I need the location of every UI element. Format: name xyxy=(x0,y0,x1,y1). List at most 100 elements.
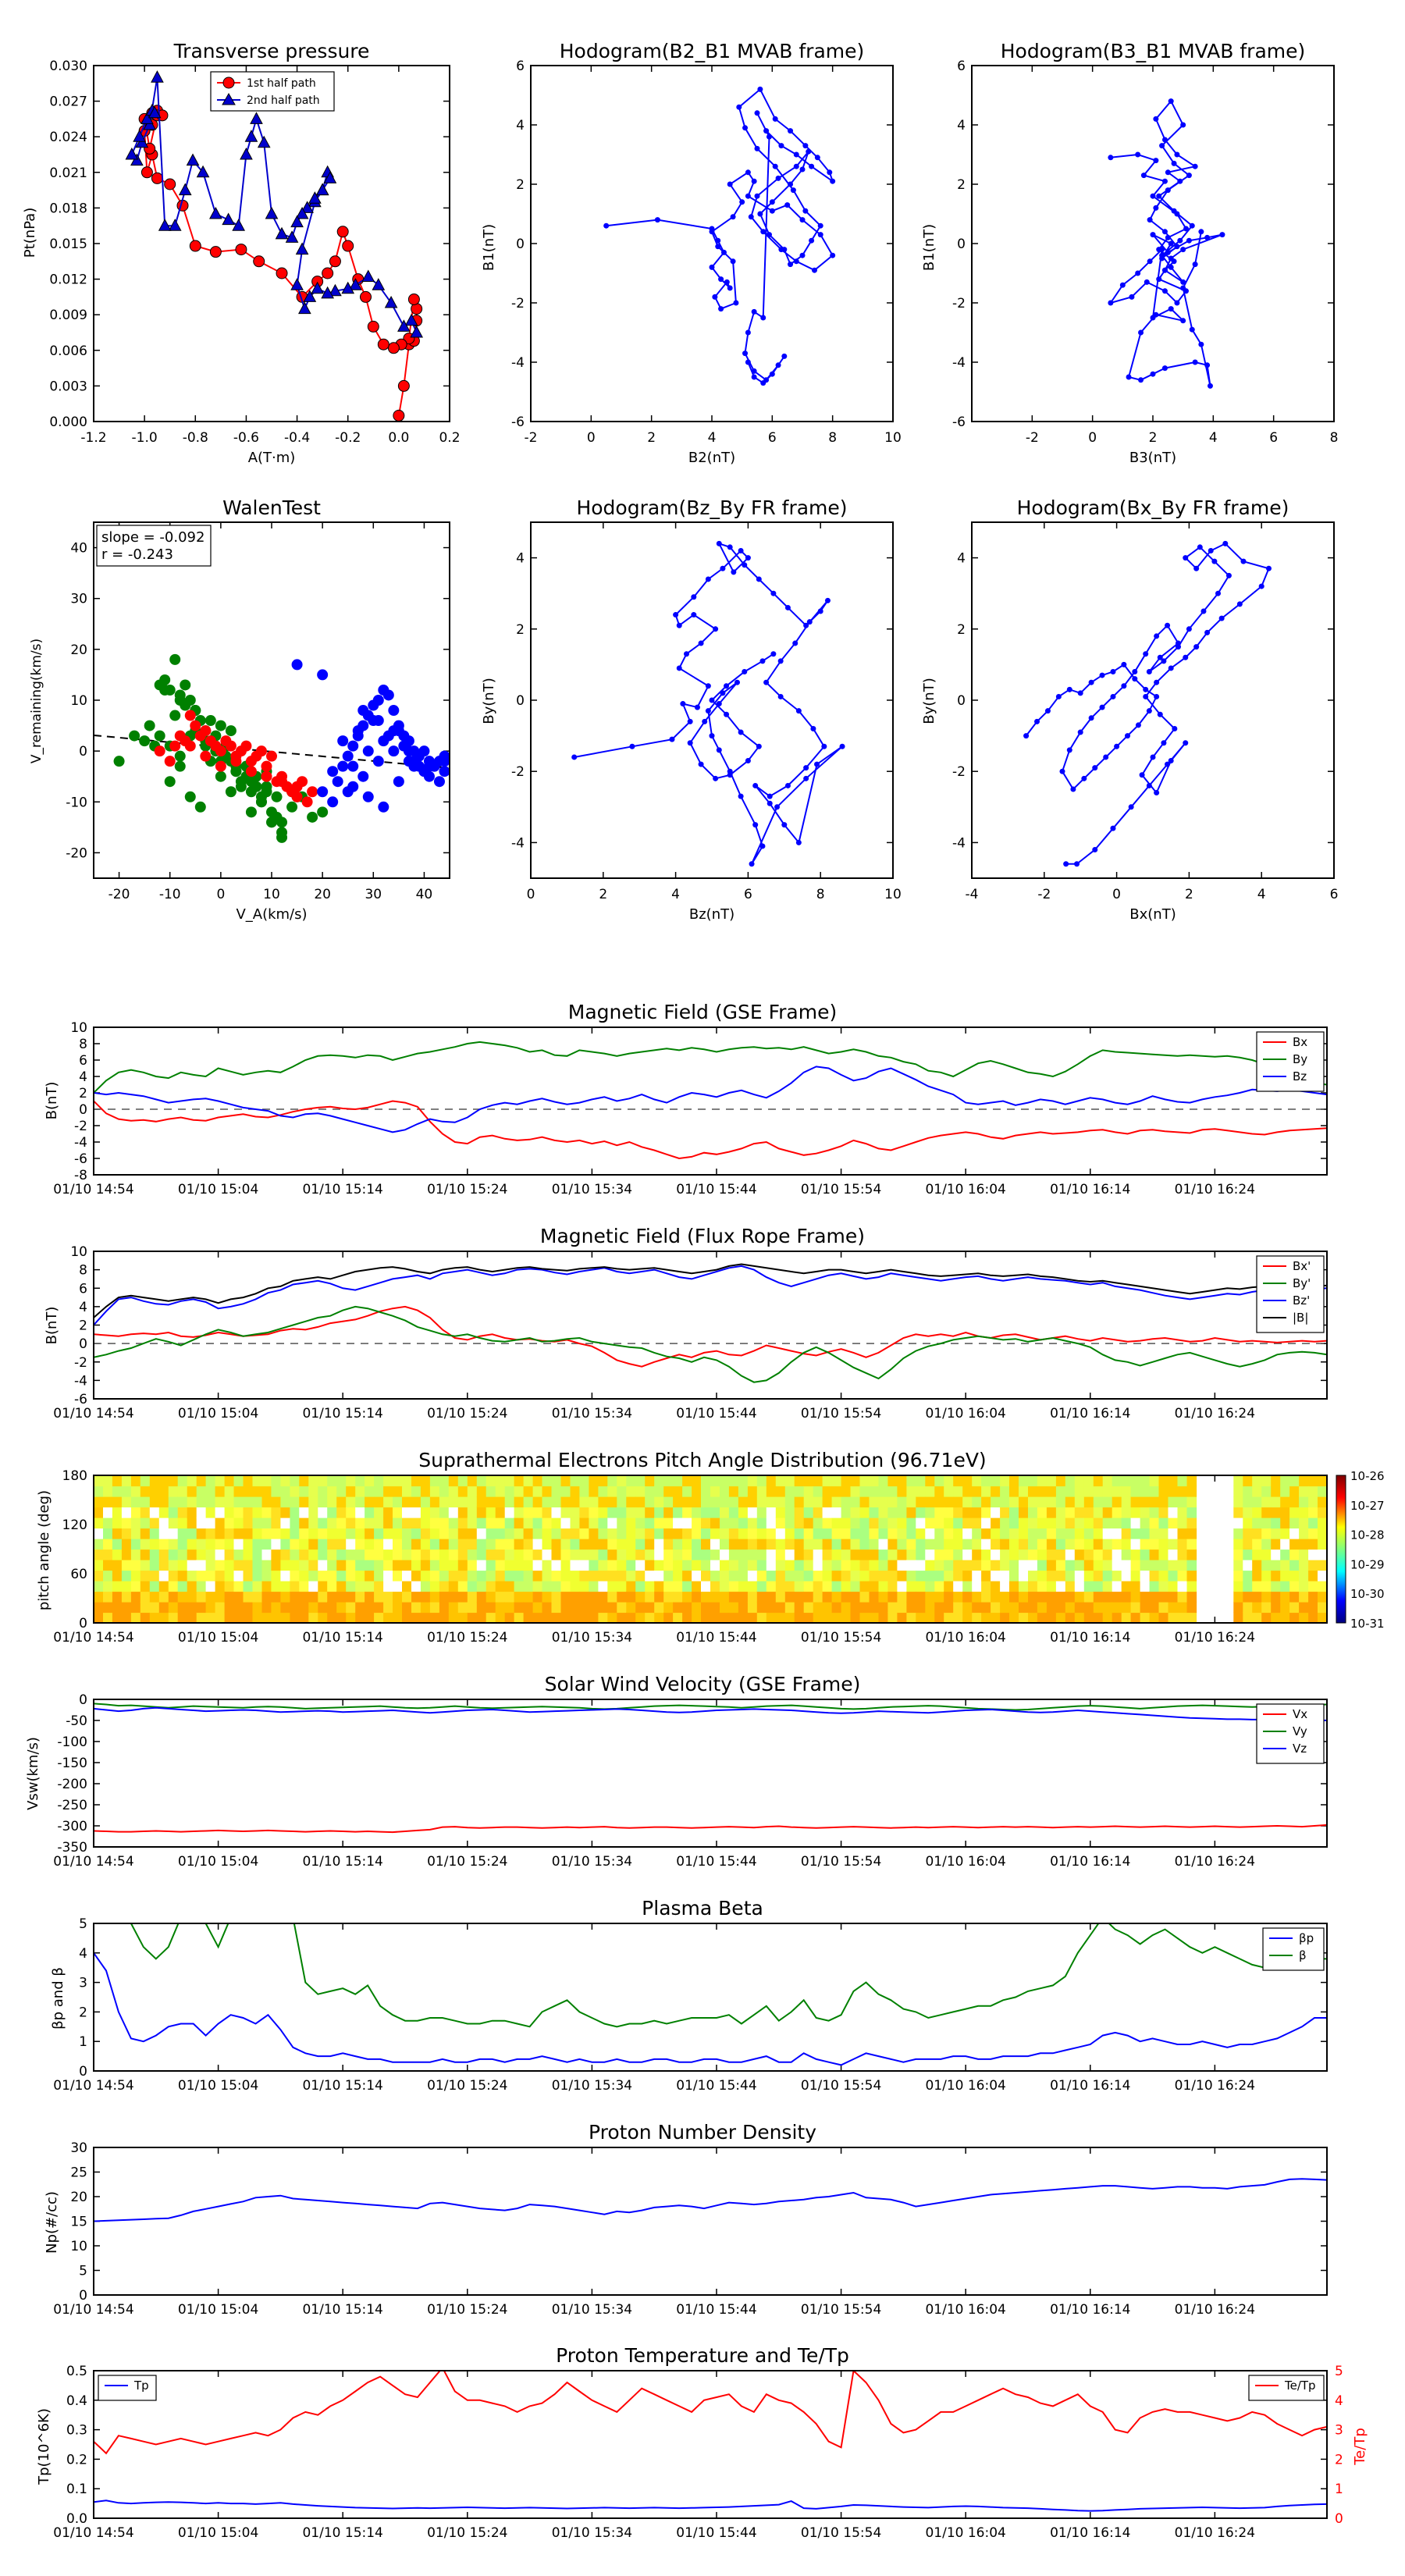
heatmap-cell xyxy=(775,1560,786,1571)
heatmap-cell xyxy=(420,1496,431,1508)
heatmap-cell xyxy=(1140,1517,1151,1529)
heatmap-cell xyxy=(1271,1549,1281,1560)
heatmap-cell xyxy=(869,1591,880,1603)
heatmap-cell xyxy=(897,1475,907,1487)
heatmap-cell xyxy=(457,1507,468,1518)
heatmap-cell xyxy=(813,1570,823,1582)
y-tick-label: 0 xyxy=(79,2064,87,2080)
heatmap-cell xyxy=(756,1517,767,1529)
data-point xyxy=(784,604,791,610)
heatmap-cell xyxy=(869,1612,880,1624)
heatmap-cell xyxy=(560,1612,571,1624)
heatmap-cell xyxy=(598,1591,608,1603)
heatmap-cell xyxy=(149,1612,160,1624)
heatmap-cell xyxy=(336,1507,347,1518)
heatmap-cell xyxy=(887,1602,898,1614)
heatmap-cell xyxy=(1233,1485,1243,1497)
heatmap-cell xyxy=(393,1539,403,1550)
scatter-point xyxy=(154,745,165,757)
heatmap-cell xyxy=(355,1581,365,1592)
heatmap-cell xyxy=(308,1549,318,1560)
heatmap-cell xyxy=(654,1549,664,1560)
y-tick-label: 0.024 xyxy=(49,130,87,145)
heatmap-cell xyxy=(243,1581,254,1592)
heatmap-cell xyxy=(318,1612,328,1624)
y-tick-label: 8 xyxy=(79,1263,87,1279)
data-point xyxy=(751,374,757,380)
heatmap-cell xyxy=(813,1475,823,1487)
y-tick-label: 2 xyxy=(79,1318,87,1334)
heatmap-cell xyxy=(934,1570,944,1582)
data-point xyxy=(1099,672,1105,678)
x-tick-label: 10 xyxy=(263,887,280,902)
data-point xyxy=(1192,163,1198,169)
heatmap-cell xyxy=(626,1528,636,1539)
heatmap-cell xyxy=(570,1591,581,1603)
heatmap-cell xyxy=(1261,1560,1272,1571)
data-point xyxy=(806,148,812,155)
data-point xyxy=(336,226,349,238)
heatmap-cell xyxy=(224,1485,235,1497)
heatmap-cell xyxy=(766,1475,777,1487)
heatmap-cell xyxy=(1149,1591,1160,1603)
heatmap-cell xyxy=(439,1507,450,1518)
scatter-point xyxy=(408,760,420,772)
heatmap-cell xyxy=(215,1602,226,1614)
heatmap-cell xyxy=(486,1528,496,1539)
heatmap-cell xyxy=(103,1581,113,1592)
heatmap-cell xyxy=(1252,1612,1262,1624)
heatmap-cell xyxy=(859,1581,870,1592)
heatmap-cell xyxy=(747,1612,758,1624)
heatmap-cell xyxy=(673,1591,683,1603)
heatmap-cell xyxy=(944,1517,954,1529)
heatmap-cell xyxy=(429,1496,440,1508)
heatmap-cell xyxy=(1168,1475,1179,1487)
heatmap-cell xyxy=(1093,1602,1104,1614)
heatmap-cell xyxy=(205,1570,216,1582)
heatmap-cell xyxy=(1083,1539,1094,1550)
heatmap-cell xyxy=(878,1539,889,1550)
heatmap-cell xyxy=(420,1591,431,1603)
heatmap-cell xyxy=(261,1581,272,1592)
data-point xyxy=(720,690,726,696)
heatmap-cell xyxy=(243,1496,254,1508)
y-tick-label: -2 xyxy=(952,296,966,311)
heatmap-cell xyxy=(140,1517,151,1529)
plot-frame xyxy=(971,65,1335,422)
heatmap-cell xyxy=(673,1581,683,1592)
heatmap-cell xyxy=(1271,1539,1281,1550)
heatmap-cell xyxy=(607,1475,617,1487)
heatmap-cell xyxy=(103,1539,113,1550)
heatmap-cell xyxy=(121,1602,132,1614)
heatmap-cell xyxy=(187,1528,197,1539)
data-point xyxy=(1175,644,1181,650)
heatmap-cell xyxy=(271,1612,281,1624)
heatmap-cell xyxy=(280,1570,290,1582)
heatmap-cell xyxy=(346,1549,356,1560)
heatmap-cell xyxy=(393,1485,403,1497)
heatmap-cell xyxy=(906,1560,916,1571)
heatmap-cell xyxy=(1280,1517,1290,1529)
heatmap-cell xyxy=(280,1612,290,1624)
heatmap-cell xyxy=(1271,1507,1281,1518)
data-point xyxy=(770,651,777,657)
heatmap-cell xyxy=(495,1496,506,1508)
heatmap-cell xyxy=(1102,1612,1113,1624)
heatmap-cell xyxy=(916,1560,926,1571)
heatmap-cell xyxy=(1055,1517,1066,1529)
heatmap-cell xyxy=(981,1581,991,1592)
heatmap-cell xyxy=(626,1496,636,1508)
heatmap-cell xyxy=(514,1496,525,1508)
y-axis-label: B1(nT) xyxy=(481,224,497,271)
heatmap-cell xyxy=(570,1485,581,1497)
heatmap-cell xyxy=(411,1591,422,1603)
heatmap-cell xyxy=(756,1549,767,1560)
data-point xyxy=(1168,98,1174,105)
heatmap-cell xyxy=(598,1475,608,1487)
heatmap-cell xyxy=(831,1507,842,1518)
heatmap-cell xyxy=(318,1570,328,1582)
heatmap-cell xyxy=(327,1517,337,1529)
data-point xyxy=(1125,733,1131,739)
heatmap-cell xyxy=(383,1560,393,1571)
heatmap-cell xyxy=(532,1485,543,1497)
